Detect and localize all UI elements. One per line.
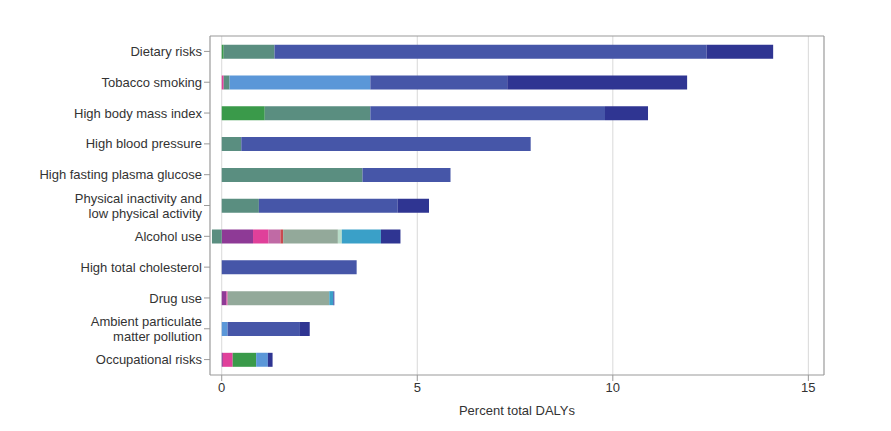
svg-text:Ambient particulatematter poll: Ambient particulatematter pollution	[91, 314, 202, 344]
svg-text:Alcohol use: Alcohol use	[135, 229, 202, 244]
svg-text:High body mass index: High body mass index	[74, 106, 202, 121]
svg-text:Physical inactivity andlow phy: Physical inactivity andlow physical acti…	[75, 191, 203, 221]
svg-text:Percent total DALYs: Percent total DALYs	[459, 403, 576, 418]
svg-text:High fasting plasma glucose: High fasting plasma glucose	[39, 167, 202, 182]
svg-text:0: 0	[218, 380, 225, 395]
svg-text:Drug use: Drug use	[149, 291, 202, 306]
svg-text:Occupational risks: Occupational risks	[96, 352, 203, 367]
svg-text:High total cholesterol: High total cholesterol	[81, 260, 203, 275]
svg-text:Tobacco smoking: Tobacco smoking	[102, 75, 202, 90]
svg-text:15: 15	[801, 380, 815, 395]
svg-text:High blood pressure: High blood pressure	[86, 136, 202, 151]
svg-text:Dietary risks: Dietary risks	[130, 44, 202, 59]
svg-text:5: 5	[414, 380, 421, 395]
svg-text:10: 10	[606, 380, 620, 395]
